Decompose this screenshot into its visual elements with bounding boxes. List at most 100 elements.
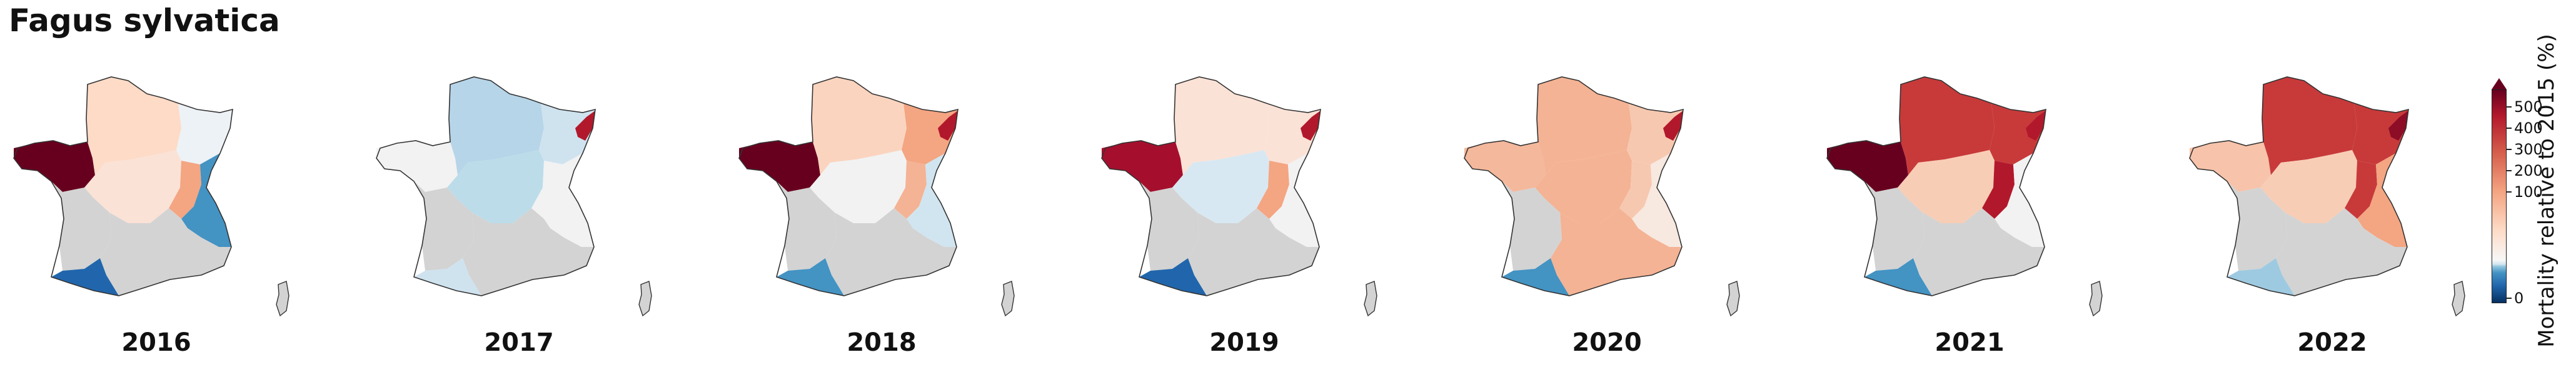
region-rhone bbox=[2345, 161, 2377, 219]
france-map bbox=[1826, 76, 2103, 317]
region-ne bbox=[1627, 103, 1683, 164]
france-map bbox=[1464, 76, 1740, 317]
region-sw bbox=[1864, 181, 1924, 271]
map-panel-2019: 2019 bbox=[1088, 59, 1401, 359]
region-rhone bbox=[1982, 161, 2015, 219]
france-map bbox=[13, 76, 289, 317]
region-alps bbox=[1269, 153, 1319, 247]
year-label: 2018 bbox=[847, 328, 917, 357]
region-nw bbox=[1464, 141, 1546, 192]
region-n bbox=[449, 77, 544, 175]
colorbar: 500 400 300 200 100 0 bbox=[2492, 78, 2543, 306]
region-sw bbox=[2227, 181, 2287, 271]
region-pyr bbox=[777, 258, 844, 296]
colorbar-tick: 200 bbox=[2507, 162, 2543, 179]
region-ne bbox=[1990, 103, 2046, 164]
region-ne bbox=[2352, 103, 2408, 164]
region-east bbox=[2026, 111, 2046, 141]
region-n bbox=[1537, 77, 1632, 175]
colorbar-label: Mortality relative to 2015 (%) bbox=[2534, 34, 2559, 348]
region-n bbox=[1174, 77, 1269, 175]
region-sw bbox=[1502, 181, 1562, 271]
region-alps bbox=[1632, 153, 1682, 247]
region-c bbox=[1535, 150, 1632, 223]
region-n bbox=[2262, 77, 2357, 175]
colorbar-tick: 0 bbox=[2506, 289, 2524, 307]
region-n bbox=[86, 77, 181, 175]
colorbar-tick: 300 bbox=[2507, 141, 2543, 158]
region-nw bbox=[1827, 141, 1908, 192]
region-pyr bbox=[1139, 258, 1207, 296]
france-map bbox=[376, 76, 652, 317]
region-east bbox=[1301, 111, 1321, 141]
region-n bbox=[1899, 77, 1995, 175]
region-nw bbox=[14, 141, 95, 192]
region-s bbox=[1188, 208, 1319, 296]
region-pyr bbox=[1502, 258, 1569, 296]
country-outline bbox=[2189, 76, 2409, 296]
region-ne bbox=[176, 103, 233, 164]
region-sw bbox=[51, 181, 111, 271]
year-label: 2017 bbox=[484, 328, 554, 357]
france-map bbox=[2189, 76, 2465, 317]
region-pyr bbox=[1864, 258, 1932, 296]
france-map bbox=[738, 76, 1015, 317]
map-panel-2021: 2021 bbox=[1813, 59, 2126, 359]
corsica bbox=[1726, 281, 1740, 317]
figure-title: Fagus sylvatica bbox=[9, 3, 280, 39]
region-sw bbox=[777, 181, 837, 271]
region-c bbox=[810, 150, 907, 223]
colorbar-tick: 100 bbox=[2507, 183, 2543, 201]
region-n bbox=[812, 77, 907, 175]
region-ne bbox=[1264, 103, 1321, 164]
region-east bbox=[2388, 111, 2408, 141]
colorbar-tick: 500 bbox=[2507, 98, 2543, 116]
region-alps bbox=[544, 153, 594, 247]
region-s bbox=[1913, 208, 2045, 296]
region-alps bbox=[2357, 153, 2407, 247]
map-panel-2017: 2017 bbox=[363, 59, 675, 359]
region-pyr bbox=[51, 258, 119, 296]
region-east bbox=[938, 111, 958, 141]
country-outline bbox=[1464, 76, 1684, 296]
corsica bbox=[638, 281, 652, 317]
region-alps bbox=[907, 153, 957, 247]
region-sw bbox=[1139, 181, 1199, 271]
colorbar-gradient bbox=[2492, 89, 2507, 303]
year-label: 2016 bbox=[121, 328, 191, 357]
corsica bbox=[276, 281, 289, 317]
region-sw bbox=[414, 181, 474, 271]
region-s bbox=[100, 208, 231, 296]
year-label: 2021 bbox=[1935, 328, 2005, 357]
region-alps bbox=[1995, 153, 2045, 247]
corsica bbox=[1001, 281, 1015, 317]
region-pyr bbox=[2227, 258, 2295, 296]
region-c bbox=[1898, 150, 1995, 223]
region-rhone bbox=[1619, 161, 1652, 219]
map-panel-2018: 2018 bbox=[725, 59, 1038, 359]
map-panel-2020: 2020 bbox=[1451, 59, 1763, 359]
year-label: 2022 bbox=[2297, 328, 2367, 357]
colorbar-tick: 400 bbox=[2507, 119, 2543, 137]
region-east bbox=[1663, 111, 1683, 141]
region-nw bbox=[1102, 141, 1183, 192]
region-nw bbox=[376, 141, 458, 192]
map-panel-2022: 2022 bbox=[2176, 59, 2488, 359]
region-ne bbox=[539, 103, 595, 164]
country-outline bbox=[13, 76, 233, 296]
region-rhone bbox=[894, 161, 927, 219]
region-nw bbox=[739, 141, 820, 192]
region-c bbox=[447, 150, 544, 223]
region-rhone bbox=[169, 161, 201, 219]
colorbar-extend-arrow bbox=[2492, 78, 2507, 89]
region-s bbox=[1551, 208, 1682, 296]
region-c bbox=[1172, 150, 1269, 223]
region-rhone bbox=[1257, 161, 1289, 219]
region-c bbox=[2260, 150, 2357, 223]
country-outline bbox=[1101, 76, 1321, 296]
region-rhone bbox=[531, 161, 564, 219]
region-c bbox=[84, 150, 181, 223]
corsica bbox=[2089, 281, 2103, 317]
region-s bbox=[2276, 208, 2407, 296]
region-east bbox=[575, 111, 595, 141]
